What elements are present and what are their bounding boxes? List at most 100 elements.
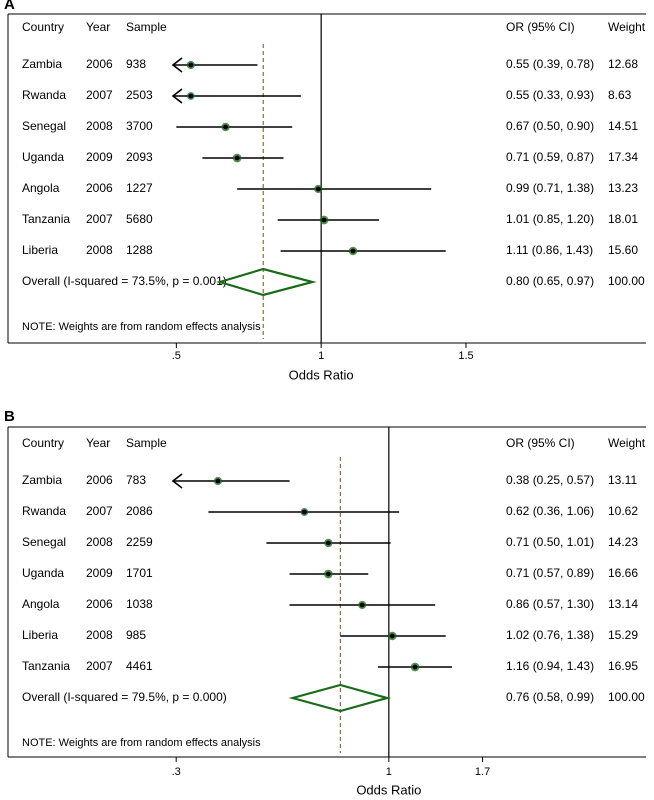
row-sample: 1227 xyxy=(126,181,153,195)
point-estimate-dot xyxy=(350,248,356,254)
row-weight: 13.11 xyxy=(608,473,637,487)
row-or-ci: 0.86 (0.57, 1.30) xyxy=(506,597,594,611)
row-or-ci: 0.55 (0.39, 0.78) xyxy=(506,57,594,71)
x-tick-label: 1.7 xyxy=(475,766,490,778)
row-or-ci: 0.55 (0.33, 0.93) xyxy=(506,88,594,102)
row-weight: 15.29 xyxy=(608,628,638,642)
row-weight: 15.60 xyxy=(608,243,638,257)
row-sample: 1701 xyxy=(126,566,153,580)
row-sample: 2259 xyxy=(126,535,153,549)
point-estimate-dot xyxy=(389,633,395,639)
point-estimate-dot xyxy=(325,540,331,546)
row-country: Angola xyxy=(22,597,60,611)
row-year: 2006 xyxy=(86,597,113,611)
row-country: Zambia xyxy=(22,473,62,487)
row-year: 2008 xyxy=(86,243,113,257)
row-weight: 13.14 xyxy=(608,597,638,611)
row-weight: 17.34 xyxy=(608,150,638,164)
row-year: 2007 xyxy=(86,504,113,518)
header-sample: Sample xyxy=(126,20,167,34)
row-sample: 783 xyxy=(126,473,146,487)
row-country: Uganda xyxy=(22,150,64,164)
row-year: 2007 xyxy=(86,212,113,226)
row-year: 2009 xyxy=(86,566,113,580)
row-weight: 13.23 xyxy=(608,181,638,195)
header-sample: Sample xyxy=(126,436,167,450)
x-tick-label: 1 xyxy=(318,350,324,362)
row-country: Tanzania xyxy=(22,659,70,673)
row-or-ci: 0.71 (0.59, 0.87) xyxy=(506,150,594,164)
row-year: 2007 xyxy=(86,88,113,102)
x-axis-label: Odds Ratio xyxy=(289,367,354,382)
row-weight: 8.63 xyxy=(608,88,632,102)
header-year: Year xyxy=(86,436,110,450)
x-tick-label: 1 xyxy=(386,766,392,778)
row-country: Rwanda xyxy=(22,88,66,102)
row-country: Rwanda xyxy=(22,504,66,518)
row-or-ci: 1.01 (0.85, 1.20) xyxy=(506,212,594,226)
overall-or-ci: 0.80 (0.65, 0.97) xyxy=(506,274,594,288)
overall-weight: 100.00 xyxy=(608,274,645,288)
point-estimate-dot xyxy=(223,124,228,130)
row-or-ci: 0.71 (0.57, 0.89) xyxy=(506,566,594,580)
row-country: Senegal xyxy=(22,535,66,549)
header-country: Country xyxy=(22,436,64,450)
row-sample: 938 xyxy=(126,57,146,71)
header-or-ci: OR (95% CI) xyxy=(506,436,575,450)
header-weight: Weight xyxy=(608,436,646,450)
row-sample: 3700 xyxy=(126,119,153,133)
point-estimate-dot xyxy=(325,571,331,577)
overall-or-ci: 0.76 (0.58, 0.99) xyxy=(506,690,594,704)
row-or-ci: 0.62 (0.36, 1.06) xyxy=(506,504,594,518)
ci-truncation-arrow xyxy=(171,88,183,104)
row-weight: 18.01 xyxy=(608,212,638,226)
row-sample: 2503 xyxy=(126,88,153,102)
row-year: 2007 xyxy=(86,659,113,673)
panel-label: B xyxy=(4,408,15,425)
point-estimate-dot xyxy=(188,93,194,99)
x-tick-label: .5 xyxy=(172,350,181,362)
ci-truncation-arrow xyxy=(171,57,183,73)
row-or-ci: 1.02 (0.76, 1.38) xyxy=(506,628,594,642)
row-country: Liberia xyxy=(22,243,58,257)
row-year: 2006 xyxy=(86,473,113,487)
row-sample: 1288 xyxy=(126,243,153,257)
row-or-ci: 0.38 (0.25, 0.57) xyxy=(506,473,594,487)
row-weight: 14.51 xyxy=(608,119,638,133)
x-axis-label: Odds Ratio xyxy=(356,782,421,797)
header-or-ci: OR (95% CI) xyxy=(506,20,575,34)
row-sample: 2093 xyxy=(126,150,153,164)
row-sample: 4461 xyxy=(126,659,153,673)
row-or-ci: 0.71 (0.50, 1.01) xyxy=(506,535,594,549)
forest-panel-a: A Country Year Sample OR (95% CI) Weight Zambi… xyxy=(4,0,646,382)
point-estimate-dot xyxy=(359,602,365,608)
row-country: Tanzania xyxy=(22,212,70,226)
point-estimate-dot xyxy=(321,217,327,223)
row-year: 2009 xyxy=(86,150,113,164)
row-year: 2008 xyxy=(86,119,113,133)
header-weight: Weight xyxy=(608,20,646,34)
point-estimate-dot xyxy=(315,186,321,192)
row-or-ci: 0.67 (0.50, 0.90) xyxy=(506,119,594,133)
row-country: Zambia xyxy=(22,57,62,71)
row-country: Angola xyxy=(22,181,60,195)
row-sample: 2086 xyxy=(126,504,153,518)
x-tick-label: .3 xyxy=(172,766,181,778)
row-or-ci: 0.99 (0.71, 1.38) xyxy=(506,181,594,195)
x-tick-label: 1.5 xyxy=(458,350,473,362)
point-estimate-dot xyxy=(301,509,307,515)
row-or-ci: 1.11 (0.86, 1.43) xyxy=(506,243,593,257)
row-or-ci: 1.16 (0.94, 1.43) xyxy=(506,659,594,673)
overall-diamond xyxy=(215,267,317,297)
point-estimate-dot xyxy=(215,478,221,484)
header-country: Country xyxy=(22,20,64,34)
point-estimate-dot xyxy=(412,664,418,670)
overall-weight: 100.00 xyxy=(608,690,645,704)
row-country: Senegal xyxy=(22,119,66,133)
row-year: 2008 xyxy=(86,628,113,642)
forest-panel-b: B Country Year Sample OR (95% CI) Weight Zambi… xyxy=(4,408,646,797)
row-weight: 10.62 xyxy=(608,504,638,518)
weights-note: NOTE: Weights are from random effects an… xyxy=(22,321,261,333)
row-sample: 985 xyxy=(126,628,146,642)
